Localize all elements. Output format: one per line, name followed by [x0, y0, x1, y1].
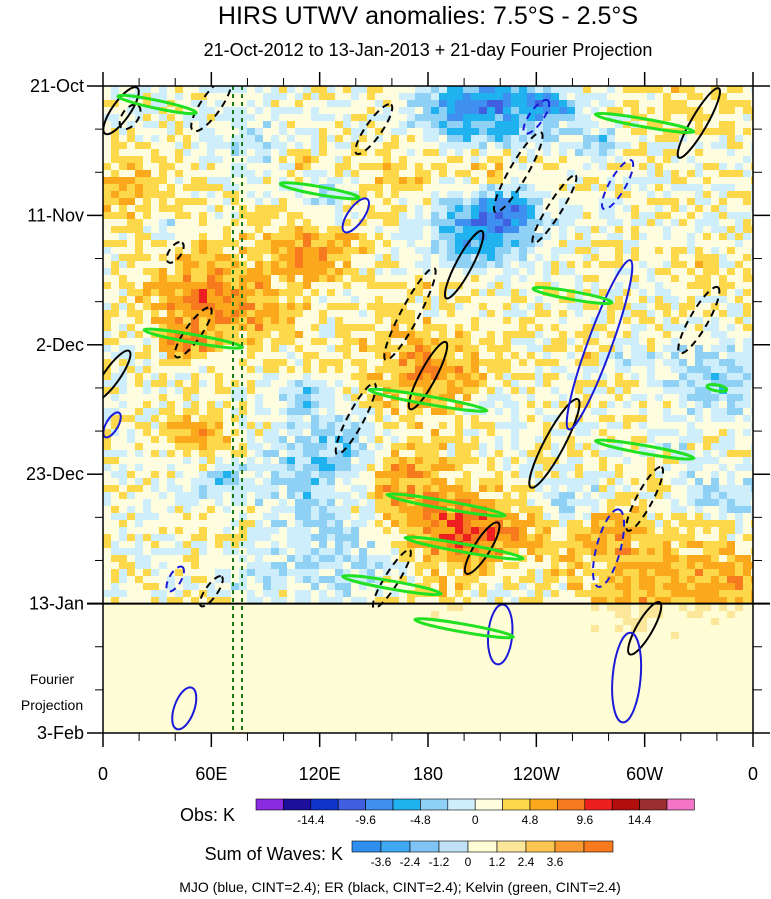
colorbar-swatch — [583, 840, 614, 853]
colorbar-tick-label: -4.8 — [410, 813, 431, 827]
y-tick-label: 11-Nov — [27, 205, 84, 225]
colorbar-tick-label: -1.2 — [429, 855, 450, 869]
x-tick-label: 0 — [748, 764, 758, 784]
colorbar-swatch — [283, 798, 312, 811]
x-tick-label: 120E — [299, 764, 341, 784]
colorbar-swatch — [447, 798, 476, 811]
x-tick-label: 60W — [626, 764, 663, 784]
colorbar-swatch — [502, 798, 531, 811]
colorbar-swatch — [365, 798, 394, 811]
x-tick-label: 0 — [98, 764, 108, 784]
chart-subtitle: 21-Oct-2012 to 13-Jan-2013 + 21-day Four… — [204, 40, 653, 60]
projection-label-line-1: Fourier — [30, 671, 75, 687]
y-tick-label: 2-Dec — [36, 335, 84, 355]
colorbar-swatch — [554, 840, 585, 853]
colorbar-swatch — [420, 798, 449, 811]
colorbar-label: Sum of Waves: K — [205, 844, 343, 864]
wave-legend-note: MJO (blue, CINT=2.4); ER (black, CINT=2.… — [179, 879, 621, 895]
colorbar-tick-label: 1.2 — [489, 855, 506, 869]
colorbar-tick-label: 14.4 — [628, 813, 652, 827]
colorbar-tick-label: -14.4 — [297, 813, 325, 827]
colorbar-swatch — [380, 840, 411, 853]
colorbar-tick-label: -9.6 — [355, 813, 376, 827]
wave-contours — [103, 86, 729, 733]
colorbar-swatch — [351, 840, 382, 853]
colorbar-swatch — [639, 798, 668, 811]
colorbar-tick-label: 9.6 — [576, 813, 593, 827]
x-tick-label: 120W — [513, 764, 560, 784]
colorbar-swatch — [584, 798, 613, 811]
colorbar-tick-label: 3.6 — [547, 855, 564, 869]
colorbar-tick-label: -3.6 — [371, 855, 392, 869]
colorbar-swatch — [337, 798, 366, 811]
colorbar-tick-label: 2.4 — [518, 855, 535, 869]
x-tick-label: 60E — [195, 764, 227, 784]
obs-colorbar: Obs: K -14.4 -9.6 -4.8 0 4.8 9.6 14.4 — [180, 798, 695, 827]
colorbar-swatch — [525, 840, 556, 853]
x-tick-label: 180 — [413, 764, 443, 784]
colorbar-tick-label: 4.8 — [522, 813, 539, 827]
y-tick-label: 3-Feb — [37, 723, 84, 743]
y-tick-label: 21-Oct — [30, 76, 84, 96]
colorbar-swatch — [557, 798, 586, 811]
chart-title: HIRS UTWV anomalies: 7.5°S - 2.5°S — [218, 2, 638, 30]
waves-colorbar: Sum of Waves: K -3.6 -2.4 -1.2 0 1.2 2.4 3.6 — [205, 840, 614, 869]
colorbar-swatch — [611, 798, 640, 811]
y-tick-label: 13-Jan — [29, 594, 84, 614]
colorbar-label: Obs: K — [180, 805, 235, 825]
y-axis: 21-Oct 11-Nov 2-Dec 23-Dec 13-Jan 3-Feb — [26, 76, 770, 743]
colorbar-swatch — [255, 798, 284, 811]
colorbar-swatch — [467, 840, 498, 853]
x-axis: 0 60E 120E 180 120W 60W 0 — [98, 72, 758, 784]
colorbar-swatch — [496, 840, 527, 853]
projection-label-line-2: Projection — [21, 697, 83, 713]
colorbar-swatch — [392, 798, 421, 811]
anomaly-field — [103, 86, 753, 733]
colorbar-swatch — [666, 798, 695, 811]
colorbar-tick-label: -2.4 — [400, 855, 421, 869]
colorbar-tick-label: 0 — [465, 855, 472, 869]
colorbar-swatch — [310, 798, 339, 811]
colorbar-tick-label: 0 — [472, 813, 479, 827]
y-tick-label: 23-Dec — [26, 464, 84, 484]
colorbar-swatch — [474, 798, 503, 811]
colorbar-swatch — [438, 840, 469, 853]
colorbar-swatch — [529, 798, 558, 811]
colorbar-swatch — [409, 840, 440, 853]
